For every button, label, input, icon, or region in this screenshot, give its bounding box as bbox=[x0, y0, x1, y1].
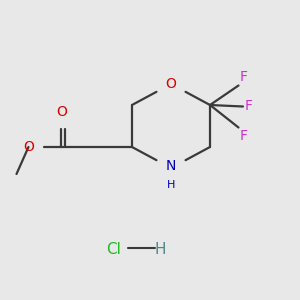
Text: F: F bbox=[244, 100, 253, 113]
Text: H: H bbox=[155, 242, 166, 256]
Text: O: O bbox=[56, 106, 67, 119]
Text: N: N bbox=[166, 160, 176, 173]
Text: F: F bbox=[240, 129, 248, 143]
Text: O: O bbox=[23, 140, 34, 154]
Text: F: F bbox=[240, 70, 248, 84]
Text: O: O bbox=[166, 77, 176, 91]
Text: Cl: Cl bbox=[106, 242, 122, 256]
Text: H: H bbox=[167, 179, 175, 190]
